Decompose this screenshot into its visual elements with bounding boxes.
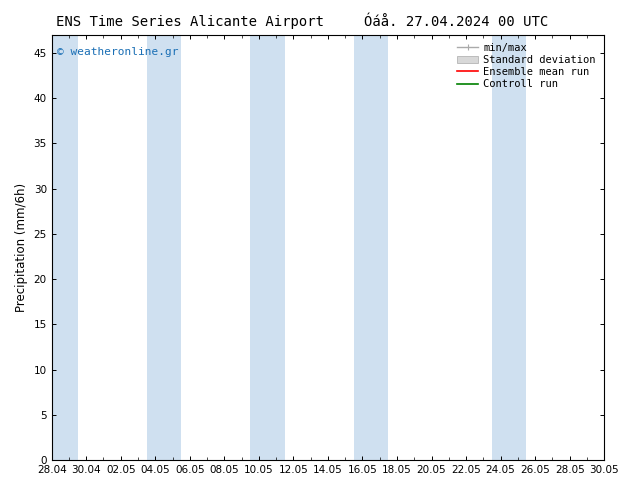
Bar (43, 35, 77, 460)
Bar (250, 35, 285, 460)
Bar (354, 35, 389, 460)
Text: © weatheronline.gr: © weatheronline.gr (57, 48, 179, 57)
Text: Óáå. 27.04.2024 00 UTC: Óáå. 27.04.2024 00 UTC (365, 15, 548, 29)
Text: ENS Time Series Alicante Airport: ENS Time Series Alicante Airport (56, 15, 324, 29)
Bar (492, 35, 526, 460)
Legend: min/max, Standard deviation, Ensemble mean run, Controll run: min/max, Standard deviation, Ensemble me… (454, 40, 599, 92)
Y-axis label: Precipitation (mm/6h): Precipitation (mm/6h) (15, 183, 28, 312)
Bar (146, 35, 181, 460)
